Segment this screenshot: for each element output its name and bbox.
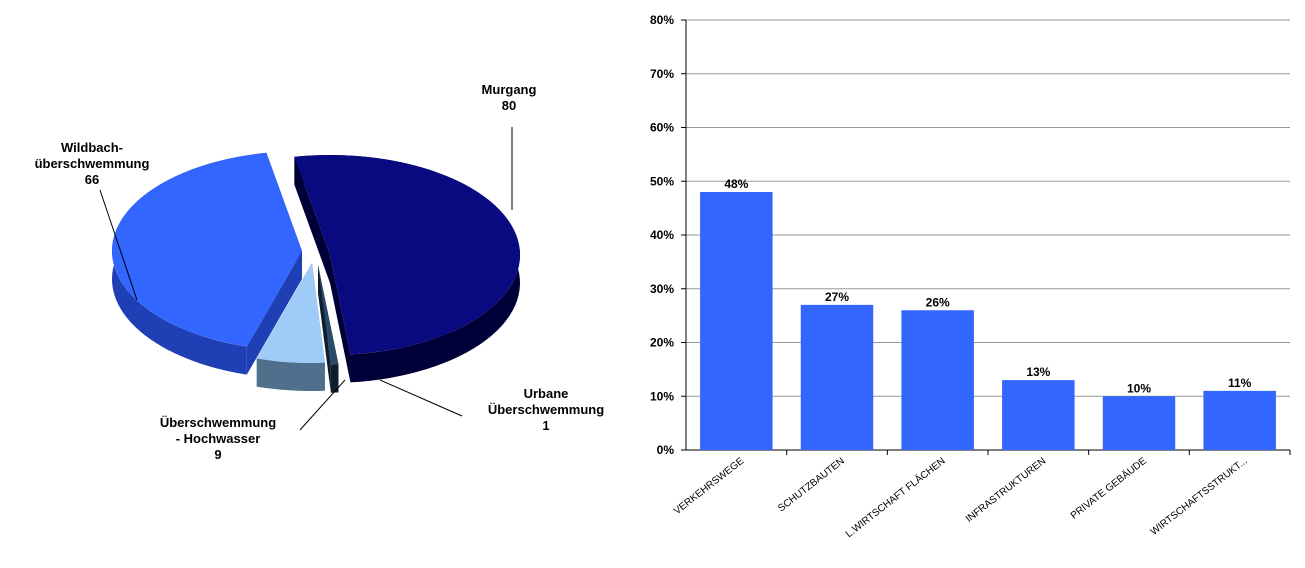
bar-data-label: 27% <box>825 290 849 304</box>
y-tick-label: 10% <box>650 389 674 403</box>
bar <box>901 310 974 450</box>
pie-slice <box>318 265 339 393</box>
pie-label: 1 <box>542 418 549 433</box>
x-tick-label: PRIVATE GEBÄUDE <box>1068 455 1149 522</box>
pie-chart: Murgang80UrbaneÜberschwemmung1Überschwem… <box>35 82 605 462</box>
x-tick-label: SCHUTZBAUTEN <box>776 456 847 515</box>
y-tick-label: 80% <box>650 13 674 27</box>
y-tick-label: 70% <box>650 67 674 81</box>
y-tick-label: 20% <box>650 336 674 350</box>
bar-data-label: 10% <box>1127 381 1151 395</box>
leader-line <box>299 379 346 431</box>
pie-label: Urbane <box>524 386 569 401</box>
pie-slice <box>111 152 302 375</box>
pie-label: - Hochwasser <box>176 431 261 446</box>
pie-label: Wildbach- <box>61 140 123 155</box>
pie-label: überschwemmung <box>35 156 150 171</box>
pie-label: 9 <box>214 447 221 462</box>
y-tick-label: 40% <box>650 228 674 242</box>
x-tick-label: L.WIRTSCHAFT FLÄCHEN <box>843 455 947 540</box>
bar-data-label: 48% <box>724 177 748 191</box>
bar <box>1203 390 1276 450</box>
leader-line <box>99 189 138 301</box>
pie-slice <box>256 263 325 391</box>
bar-data-label: 13% <box>1026 365 1050 379</box>
pie-label: Überschwemmung <box>160 415 276 430</box>
pie-label: 80 <box>502 98 516 113</box>
y-tick-label: 30% <box>650 282 674 296</box>
bar-data-label: 11% <box>1228 376 1252 390</box>
pie-label: 66 <box>85 172 99 187</box>
x-tick-label: WIRTSCHAFTSSTRUKT... <box>1149 456 1250 538</box>
bar-data-label: 26% <box>926 295 950 309</box>
bar <box>800 304 874 450</box>
x-tick-label: VERKEHRSWEGE <box>672 455 746 517</box>
y-tick-label: 0% <box>657 443 675 457</box>
bar <box>1002 380 1075 450</box>
pie-label: Murgang <box>482 82 537 97</box>
x-tick-label: INFRASTRUKTUREN <box>964 456 1048 525</box>
y-tick-label: 50% <box>650 174 674 188</box>
bar <box>1102 396 1176 450</box>
pie-slice <box>294 155 520 383</box>
bar <box>700 192 773 450</box>
leader-line <box>379 379 463 417</box>
pie-label: Überschwemmung <box>488 402 604 417</box>
y-tick-label: 60% <box>650 121 674 135</box>
